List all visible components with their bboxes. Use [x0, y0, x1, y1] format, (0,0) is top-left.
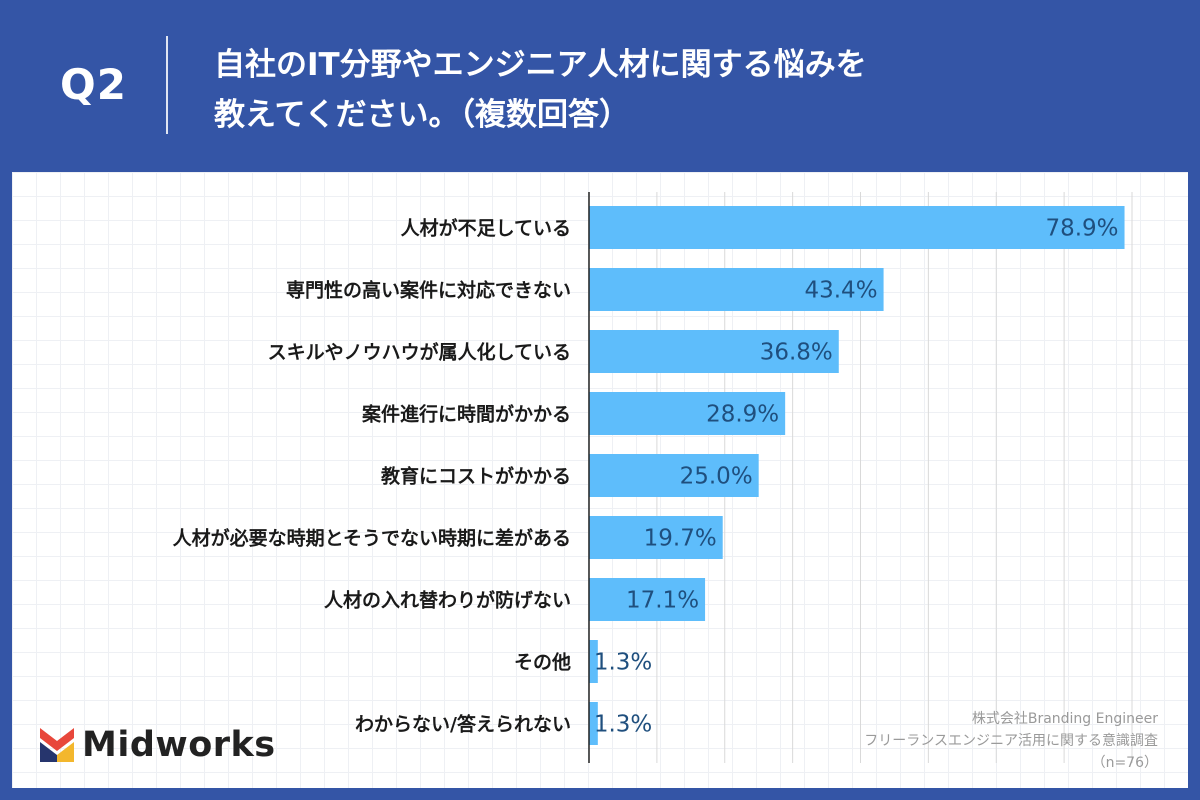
question-line-2: 教えてください。（複数回答）: [214, 97, 631, 133]
bar: [589, 392, 786, 435]
header-divider: [166, 36, 168, 134]
question-number: Q2: [60, 60, 127, 109]
bar-chart: 人材が不足している 78.9% 専門性の高い案件に対応できない 43.4% スキルやノウ…: [173, 192, 1133, 763]
bar: [589, 640, 598, 683]
value-label: 43.4%: [804, 278, 877, 304]
category-label: その他: [514, 651, 571, 674]
bar: [589, 330, 839, 373]
value-label: 1.3%: [594, 650, 652, 676]
chart-panel: 人材が不足している 78.9% 専門性の高い案件に対応できない 43.4% スキルやノウ…: [12, 172, 1188, 788]
bar: [589, 206, 1125, 249]
category-label: 人材が不足している: [401, 217, 571, 240]
question-line-1: 自社のIT分野やエンジニア人材に関する悩みを: [214, 47, 867, 83]
value-label: 19.7%: [644, 526, 717, 552]
bar: [589, 702, 598, 745]
source-note: 株式会社Branding Engineer フリーランスエンジニア活用に関する意…: [798, 708, 1158, 774]
value-label: 36.8%: [760, 340, 833, 366]
value-label: 17.1%: [626, 588, 699, 614]
bar: [589, 516, 723, 559]
bar: [589, 578, 706, 621]
category-label: わからない/答えられない: [355, 713, 571, 736]
value-label: 28.9%: [706, 402, 779, 428]
value-label: 1.3%: [594, 712, 652, 738]
category-label: スキルやノウハウが属人化している: [268, 341, 571, 364]
source-company: 株式会社Branding Engineer: [971, 711, 1158, 727]
midworks-logo-icon: [40, 728, 74, 762]
bar: [589, 454, 759, 497]
question-text: 自社のIT分野やエンジニア人材に関する悩みを 教えてください。（複数回答）: [214, 40, 1154, 140]
category-label: 教育にコストがかかる: [381, 465, 571, 488]
header: Q2 自社のIT分野やエンジニア人材に関する悩みを 教えてください。（複数回答）: [0, 0, 1200, 170]
value-label: 78.9%: [1045, 216, 1118, 242]
category-label: 専門性の高い案件に対応できない: [286, 279, 571, 302]
midworks-logo: Midworks: [40, 725, 276, 765]
value-label: 25.0%: [680, 464, 753, 490]
category-label: 案件進行に時間がかかる: [361, 403, 571, 426]
category-label: 人材の入れ替わりが防げない: [324, 589, 571, 612]
bar: [589, 268, 884, 311]
category-label: 人材が必要な時期とそうでない時期に差がある: [173, 527, 571, 550]
source-survey: フリーランスエンジニア活用に関する意識調査: [864, 733, 1158, 749]
logo-text: Midworks: [82, 725, 276, 765]
source-sample: （n=76）: [1091, 755, 1158, 771]
